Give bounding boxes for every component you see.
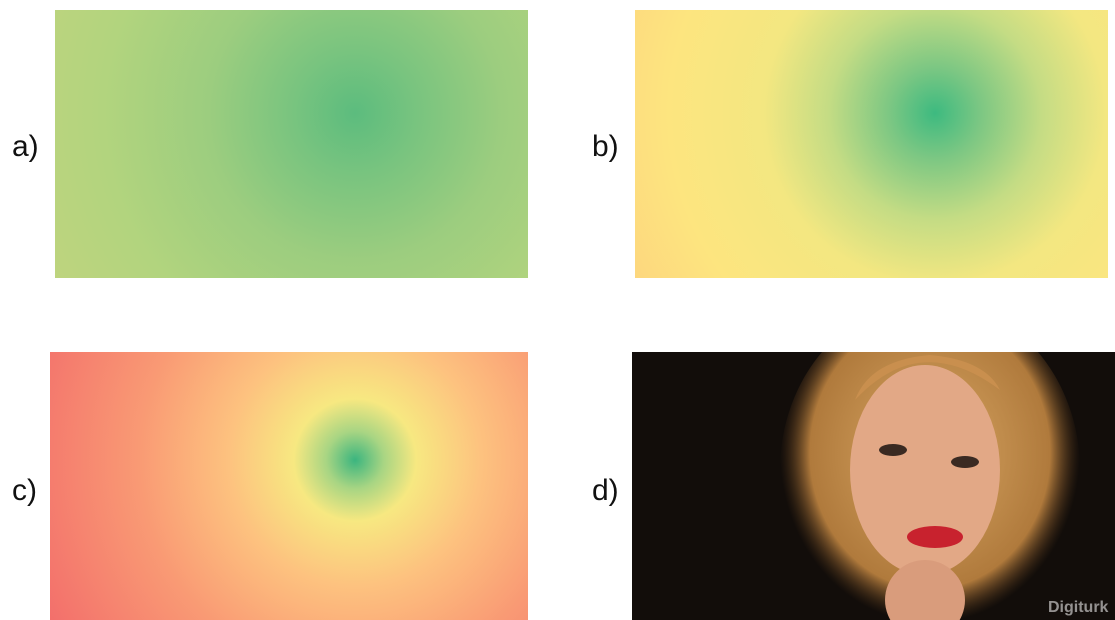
panel-label: c) (12, 474, 37, 507)
figure: a) b) c) d) Digiturk (0, 0, 1115, 620)
panel-label: d) (592, 474, 619, 507)
panel-label: b) (592, 130, 619, 163)
watermark: Digiturk (1048, 599, 1109, 616)
heatmap (635, 10, 1108, 278)
heatmap (50, 352, 528, 620)
heatmap (55, 10, 528, 278)
photo (632, 300, 1115, 620)
panel-label: a) (12, 130, 39, 163)
